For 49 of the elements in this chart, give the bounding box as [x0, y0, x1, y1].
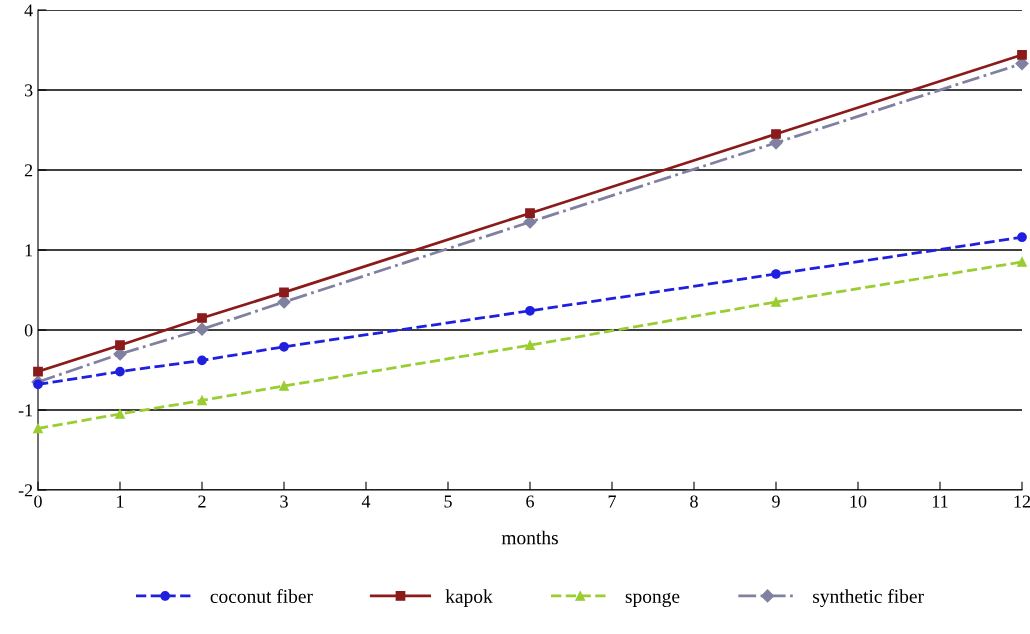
point	[197, 395, 207, 406]
point	[197, 313, 207, 323]
x-tick-label: 3	[280, 495, 288, 508]
x-tick-label: 11	[932, 495, 948, 508]
point	[771, 269, 781, 279]
legend-label: synthetic fiber	[813, 589, 924, 607]
y-tick-label: -1	[18, 404, 33, 417]
point	[115, 340, 125, 351]
y-tick-label: -2	[18, 484, 33, 497]
point	[195, 322, 209, 336]
y-tick-label: 2	[24, 164, 33, 177]
point	[1017, 257, 1027, 267]
x-tick-label: 8	[690, 495, 698, 508]
point	[33, 366, 43, 377]
x-tick-label: 10	[850, 495, 867, 508]
point	[1017, 49, 1027, 60]
point	[1015, 57, 1029, 71]
point	[771, 129, 781, 139]
legend-label: sponge	[625, 592, 680, 607]
legend-label: kapok	[445, 589, 493, 607]
point	[33, 379, 43, 390]
x-tick-label: 7	[608, 495, 616, 508]
point	[1017, 232, 1027, 243]
point	[33, 423, 43, 434]
y-tick-label: 4	[24, 4, 33, 17]
point	[197, 355, 207, 366]
point	[769, 136, 783, 150]
x-tick-label: 12	[1014, 495, 1030, 508]
point	[525, 340, 535, 351]
y-tick-label: 3	[24, 84, 33, 97]
point	[771, 297, 781, 307]
point	[279, 287, 289, 298]
x-tick-label: 4	[361, 495, 371, 508]
legend-label: coconut fiber	[210, 589, 313, 603]
x-tick-label: 5	[444, 495, 452, 508]
x-tick-label: 9	[772, 495, 780, 508]
x-tick-label: 6	[526, 495, 534, 508]
point	[279, 341, 289, 352]
x-tick-label: 2	[198, 495, 206, 508]
x-axis-title: months	[501, 530, 558, 545]
point	[279, 381, 289, 391]
point	[115, 366, 125, 377]
y-tick-label: 0	[24, 324, 33, 337]
y-tick-label: 1	[25, 244, 33, 257]
x-tick-label: 1	[117, 495, 124, 508]
point	[115, 409, 125, 419]
x-tick-label: 0	[34, 495, 42, 508]
point	[525, 208, 535, 219]
point	[525, 305, 535, 316]
